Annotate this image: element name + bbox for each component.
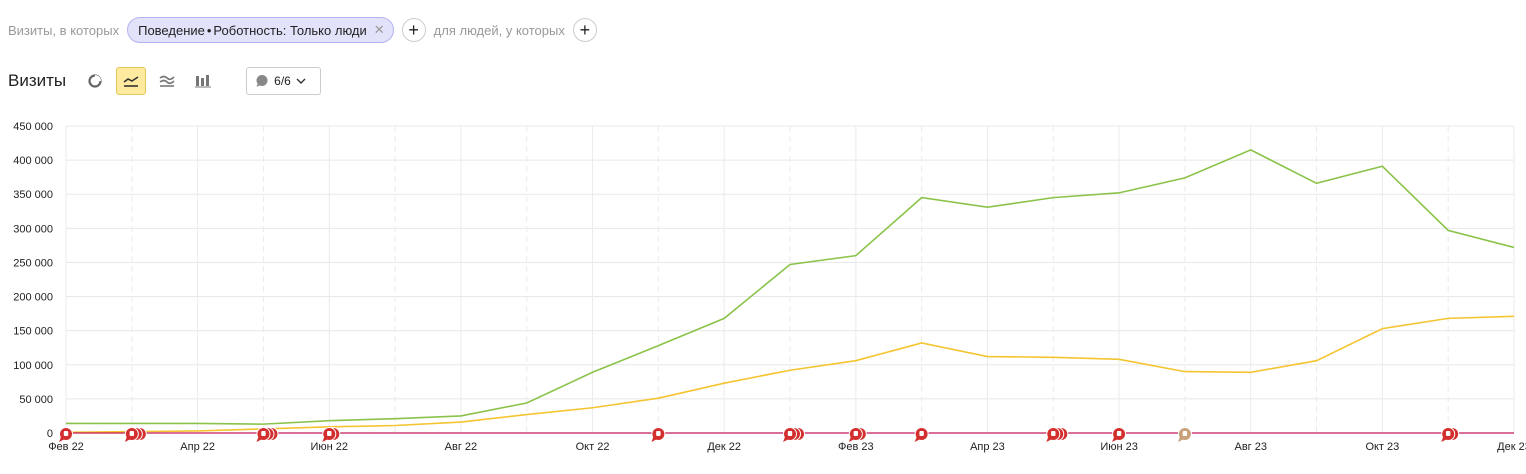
- page-title: Визиты: [8, 71, 67, 90]
- bar-chart-view-button[interactable]: [188, 67, 218, 95]
- x-tick-label: Июн 22: [311, 441, 349, 453]
- x-tick-label: Окт 23: [1365, 441, 1399, 453]
- x-tick-label: Фев 22: [48, 441, 84, 453]
- flag-icon: [129, 431, 135, 436]
- annotation-tail: [651, 437, 658, 442]
- x-tick-label: Окт 22: [576, 441, 610, 453]
- flag-icon: [261, 431, 266, 436]
- x-tick-label: Апр 23: [970, 441, 1005, 453]
- y-tick-label: 350 000: [13, 189, 53, 201]
- annotation-tail: [124, 437, 131, 442]
- annotation-marker[interactable]: [1177, 427, 1192, 443]
- x-tick-label: Апр 22: [180, 441, 215, 453]
- flag-icon: [1182, 431, 1188, 436]
- flag-icon: [656, 431, 661, 436]
- annotation-marker[interactable]: [1112, 427, 1127, 443]
- bar-chart-icon: [195, 75, 212, 88]
- flag-icon: [63, 431, 69, 436]
- annotation-marker[interactable]: [322, 427, 341, 443]
- y-tick-label: 50 000: [19, 394, 53, 406]
- series-line: [66, 148, 1515, 425]
- flag-icon: [853, 431, 859, 436]
- x-tick-label: Дек 23: [1497, 441, 1526, 453]
- y-tick-label: 250 000: [13, 257, 53, 269]
- flag-icon: [919, 431, 924, 436]
- add-people-filter-button[interactable]: +: [572, 18, 597, 42]
- segment-filter-chip[interactable]: Поведение • Роботность: Только люди ✕: [127, 17, 394, 43]
- annotation-marker[interactable]: [256, 427, 279, 443]
- annotation-tail: [1441, 437, 1448, 442]
- visits-line-chart: 0 50 000 100 000 150 000 200 000 250 000 300 0…: [13, 121, 1526, 453]
- annotation-tail: [783, 437, 789, 442]
- flag-icon: [1445, 431, 1451, 436]
- annotations-counter: 6/6: [274, 74, 291, 88]
- y-tick-label: 300 000: [13, 223, 53, 235]
- y-tick-label: 100 000: [13, 360, 53, 372]
- x-tick-label: Авг 22: [445, 441, 477, 453]
- line-chart-icon: [123, 76, 139, 87]
- chip-value: Роботность: Только люди: [213, 22, 367, 38]
- stacked-area-icon: [159, 75, 175, 87]
- annotation-tail: [848, 437, 855, 442]
- annotation-tail: [59, 437, 65, 442]
- annotation-marker[interactable]: [1046, 427, 1069, 443]
- comment-icon: [256, 75, 268, 87]
- pie-chart-view-button[interactable]: [80, 67, 110, 95]
- annotation-marker[interactable]: [783, 427, 805, 443]
- y-tick-label: 0: [47, 428, 53, 440]
- y-tick-label: 400 000: [13, 155, 53, 167]
- annotation-marker[interactable]: [848, 427, 867, 443]
- flag-icon: [327, 431, 332, 436]
- add-visit-filter-button[interactable]: +: [401, 18, 426, 42]
- chip-name: Поведение: [138, 22, 205, 38]
- line-chart-view-button[interactable]: [116, 67, 147, 95]
- x-tick-label: Июн 23: [1100, 441, 1138, 453]
- annotation-marker[interactable]: [1441, 427, 1460, 443]
- annotation-marker[interactable]: [59, 427, 73, 443]
- annotation-tail: [914, 437, 921, 442]
- y-tick-label: 150 000: [13, 326, 53, 338]
- filter-bar: Визиты, в которых Поведение • Роботность…: [8, 17, 605, 43]
- annotation-marker[interactable]: [124, 427, 147, 443]
- filter-prefix-label: Визиты, в которых: [8, 22, 120, 38]
- pie-chart-icon: [88, 74, 102, 88]
- close-icon[interactable]: ✕: [373, 22, 385, 37]
- annotation-tail: [256, 437, 263, 442]
- flag-icon: [1051, 431, 1056, 436]
- plus-icon: +: [408, 20, 419, 40]
- y-tick-label: 200 000: [13, 292, 53, 304]
- annotation-marker[interactable]: [651, 427, 666, 443]
- flag-icon: [787, 431, 793, 436]
- flag-icon: [1116, 431, 1122, 436]
- chevron-down-icon: [296, 78, 306, 84]
- annotations-dropdown[interactable]: 6/6: [246, 67, 321, 95]
- x-tick-label: Авг 23: [1234, 441, 1266, 453]
- plus-icon: +: [579, 20, 591, 40]
- x-tick-label: Дек 22: [707, 441, 741, 453]
- annotation-tail: [1112, 437, 1119, 442]
- series-line: [65, 315, 1515, 434]
- x-tick-label: Фев 23: [838, 441, 874, 453]
- annotation-tail: [1177, 437, 1184, 442]
- y-tick-label: 450 000: [13, 121, 53, 133]
- annotation-tail: [1046, 437, 1053, 442]
- annotation-tail: [322, 437, 329, 442]
- stacked-area-view-button[interactable]: [152, 67, 182, 95]
- report-header: Визиты 6/6: [8, 66, 321, 96]
- chip-separator: •: [206, 22, 212, 38]
- annotation-marker[interactable]: [914, 427, 929, 443]
- people-filter-label: для людей, у которых: [433, 22, 565, 38]
